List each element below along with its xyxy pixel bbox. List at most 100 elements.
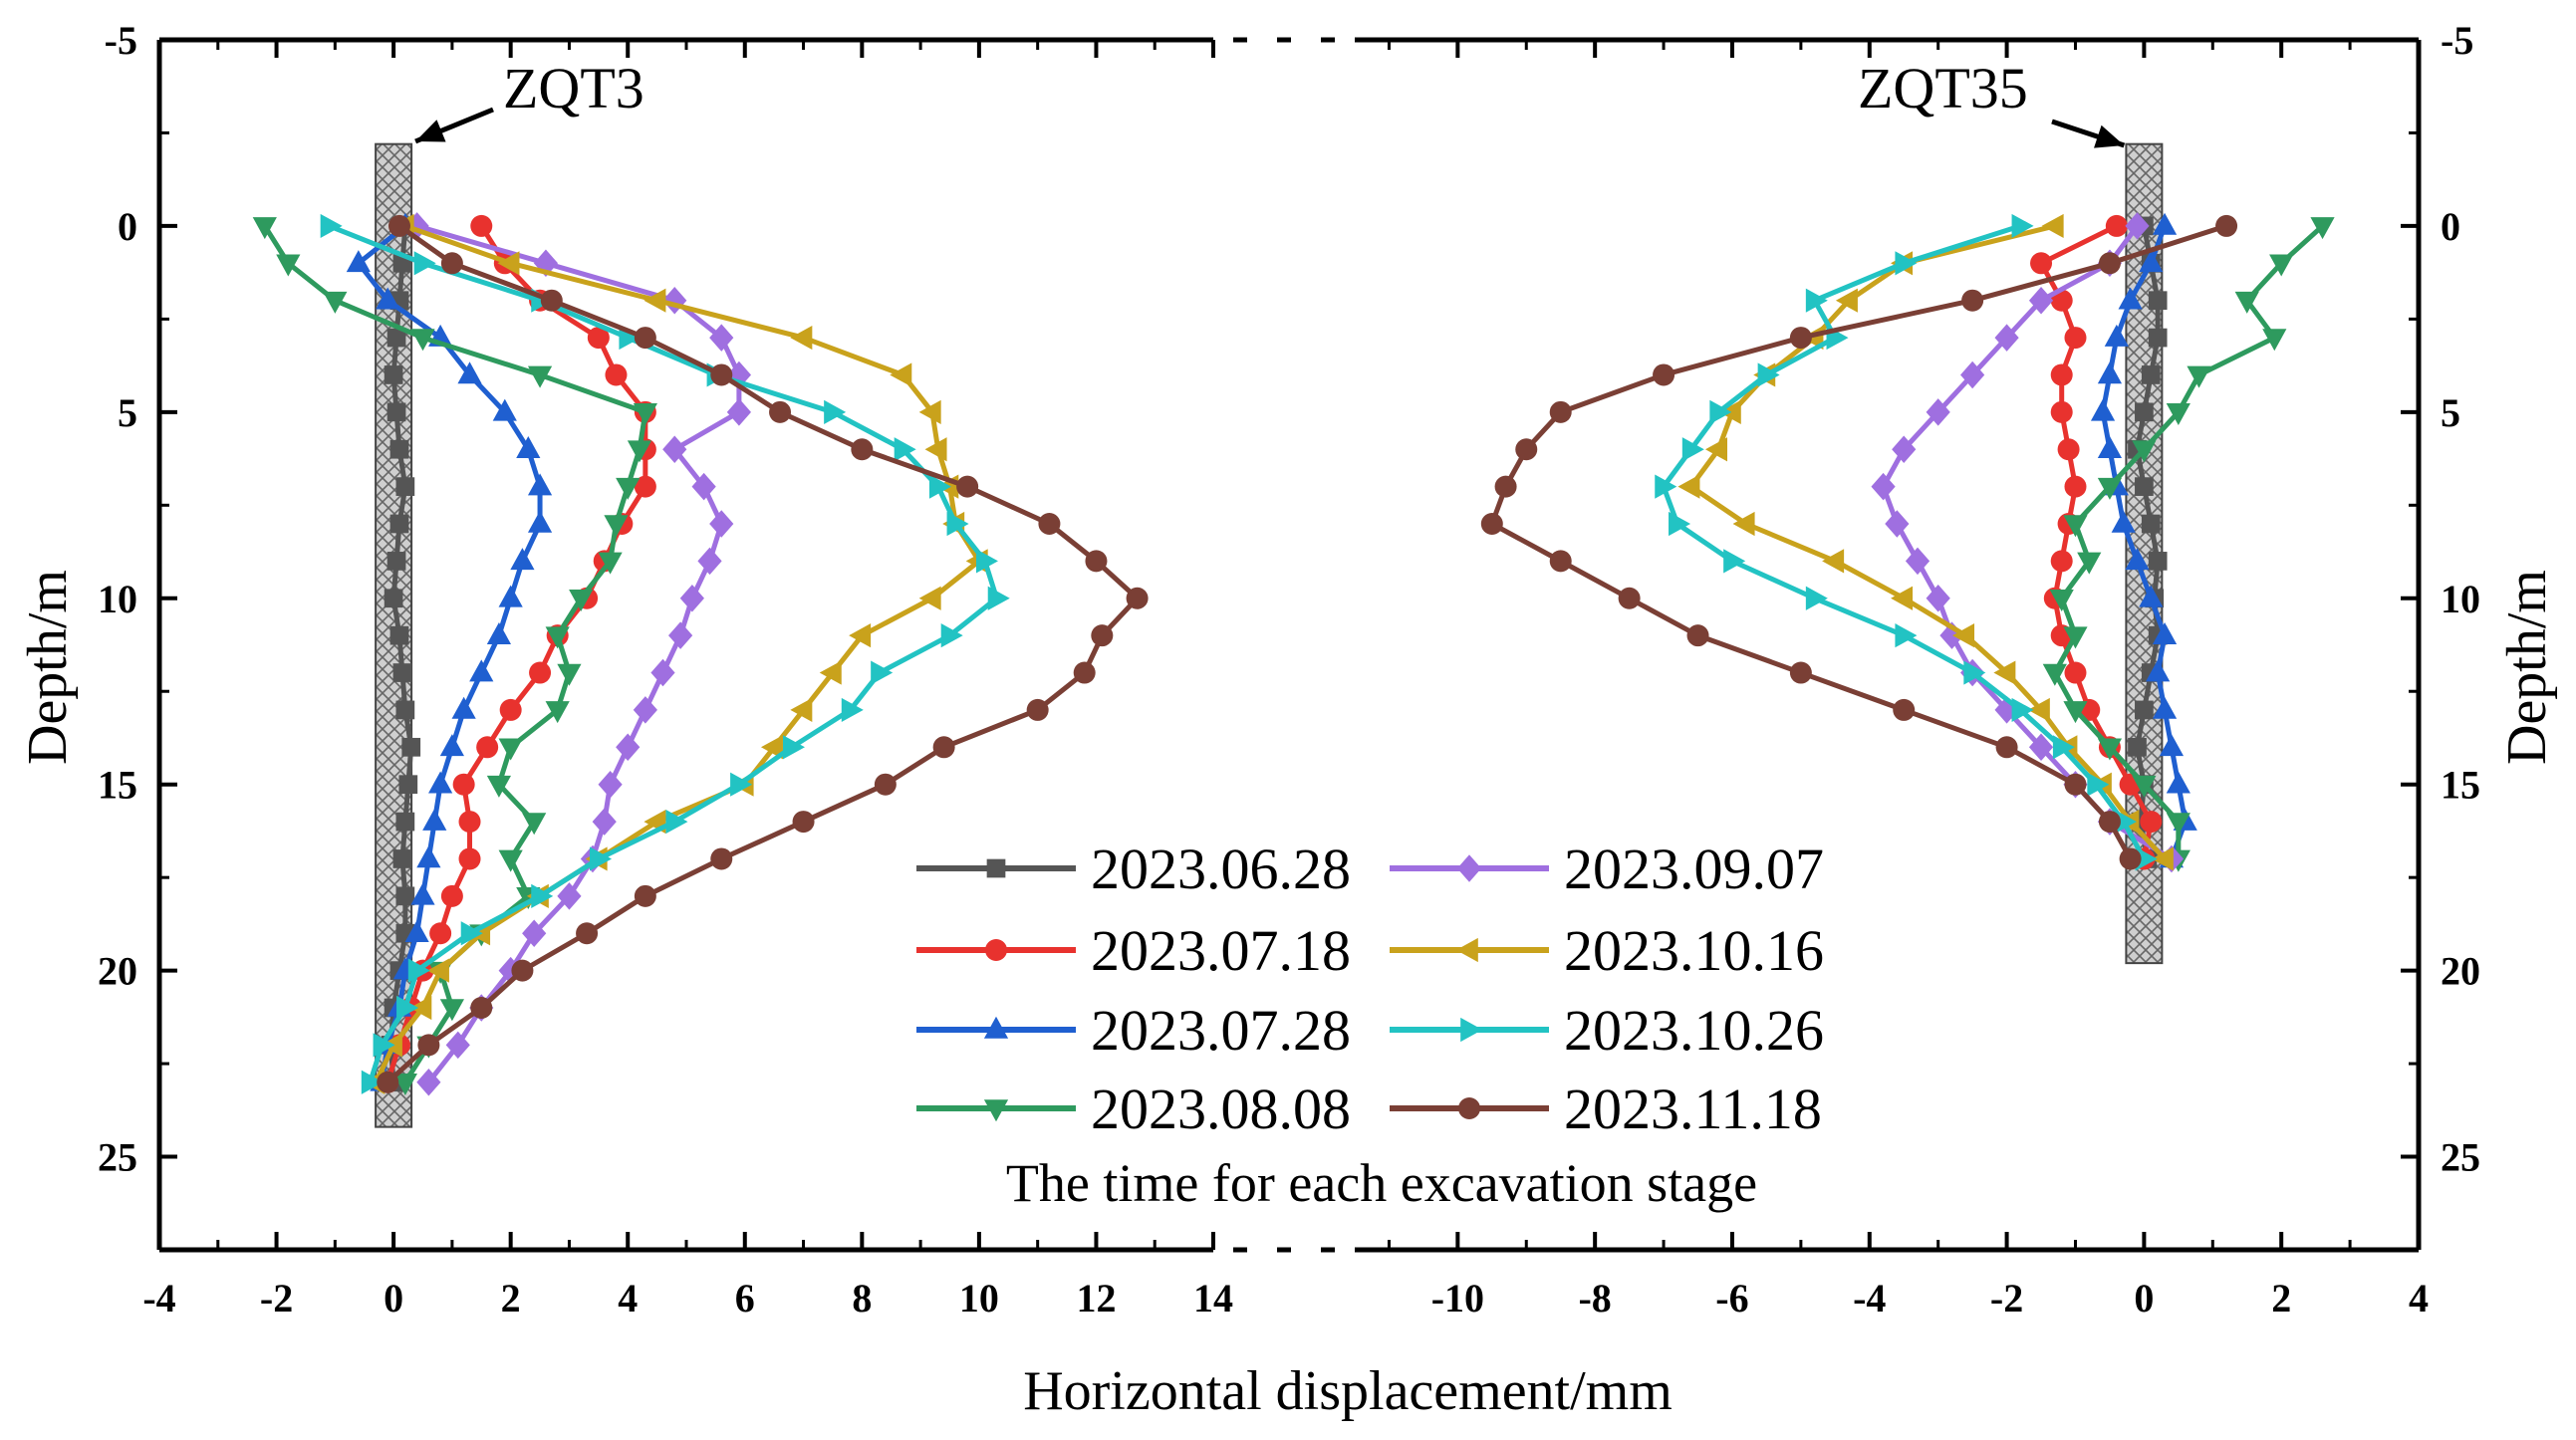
data-point	[426, 958, 449, 983]
pile-arrow-zqt3-head	[415, 120, 446, 142]
data-point	[2159, 734, 2185, 757]
data-point	[1480, 513, 1503, 535]
x-tick-label: -8	[1578, 1276, 1611, 1320]
data-point	[527, 365, 553, 388]
data-point	[458, 847, 481, 870]
data-point	[1822, 549, 1845, 574]
data-point	[760, 735, 783, 760]
data-point	[386, 402, 406, 422]
data-point	[2187, 365, 2211, 388]
legend-marker	[1455, 937, 1478, 963]
data-point	[918, 586, 941, 610]
data-point	[2049, 589, 2074, 611]
series-line	[1661, 223, 2147, 860]
data-point	[662, 435, 687, 463]
data-point	[470, 214, 493, 237]
x-tick-label: 10	[959, 1276, 999, 1320]
data-point	[2151, 846, 2174, 871]
y-tick-label-right: -5	[2441, 18, 2473, 63]
y-tick-label-right: 15	[2441, 763, 2480, 808]
data-point	[410, 329, 435, 352]
legend-marker	[983, 1016, 1009, 1039]
data-point	[1618, 587, 1641, 609]
data-point	[527, 473, 553, 496]
x-tick-label: 2	[2271, 1276, 2291, 1320]
data-point	[2063, 626, 2088, 649]
data-point	[1995, 736, 2018, 759]
plot-frame	[156, 37, 2422, 1253]
legend-item: 2023.06.28	[916, 837, 1351, 901]
data-point	[946, 511, 969, 537]
y-tick-label-left: 10	[98, 577, 137, 621]
data-point	[894, 437, 916, 462]
legend-marker	[1456, 854, 1482, 882]
data-point	[710, 363, 733, 386]
x-tick-label: 2	[501, 1276, 521, 1320]
x-tick-label: 8	[852, 1276, 872, 1320]
data-point	[2128, 737, 2147, 757]
data-point	[252, 217, 277, 240]
data-point	[527, 510, 553, 533]
data-point	[2139, 585, 2164, 607]
data-point	[679, 585, 704, 612]
data-point	[499, 698, 522, 721]
data-point	[2098, 252, 2121, 275]
data-point	[2064, 475, 2087, 498]
legend-label: 2023.06.28	[1091, 837, 1351, 901]
data-point	[2042, 663, 2067, 686]
x-axis-title: Horizontal displacement/mm	[1023, 1360, 1673, 1422]
legend-item: 2023.09.07	[1390, 837, 1824, 901]
legend-label: 2023.07.28	[1091, 998, 1351, 1063]
data-point	[395, 700, 415, 720]
data-point	[633, 696, 657, 724]
series-line	[415, 223, 742, 1084]
series-line	[386, 223, 1141, 1084]
data-point	[392, 1073, 417, 1095]
data-point	[2152, 696, 2178, 719]
data-point	[841, 697, 864, 723]
data-point	[2166, 403, 2190, 426]
data-point	[2011, 213, 2034, 239]
data-point	[2166, 813, 2190, 836]
data-point	[650, 658, 675, 687]
pile-label-zqt3: ZQT3	[503, 56, 644, 120]
legend-label: 2023.10.16	[1564, 918, 1824, 983]
data-point	[386, 328, 406, 348]
data-point	[458, 811, 481, 834]
data-point	[2135, 477, 2154, 496]
data-point	[2011, 697, 2034, 723]
data-point	[1723, 549, 1746, 574]
data-point	[819, 660, 842, 685]
data-point	[2152, 621, 2178, 644]
data-point	[2041, 213, 2064, 239]
data-point	[1789, 661, 1812, 684]
x-tick-label: -10	[1431, 1276, 1484, 1320]
data-point	[2052, 735, 2075, 760]
data-point	[407, 958, 430, 983]
data-point	[726, 398, 751, 426]
y-tick-label-right: 20	[2441, 949, 2480, 994]
data-point	[569, 589, 594, 611]
data-point	[1709, 399, 1732, 424]
data-point	[604, 515, 629, 538]
data-point	[2140, 811, 2163, 834]
data-point	[665, 809, 688, 835]
data-point	[2146, 659, 2171, 682]
data-point	[709, 324, 734, 352]
data-point	[634, 475, 656, 498]
x-tick-label: -4	[142, 1276, 175, 1320]
series-layer	[252, 212, 2335, 1096]
series-line	[1489, 223, 2227, 860]
x-tick-label: -6	[1715, 1276, 1748, 1320]
x-tick-label: -2	[1990, 1276, 2023, 1320]
data-point	[605, 363, 628, 386]
data-point	[545, 626, 570, 649]
data-point	[590, 846, 613, 871]
data-point	[592, 808, 617, 836]
data-point	[445, 1031, 470, 1060]
pile-label-zqt35: ZQT35	[1858, 56, 2028, 120]
data-point	[1515, 438, 1538, 461]
data-point	[633, 403, 657, 426]
data-point	[2063, 701, 2088, 724]
data-point	[2262, 329, 2287, 352]
